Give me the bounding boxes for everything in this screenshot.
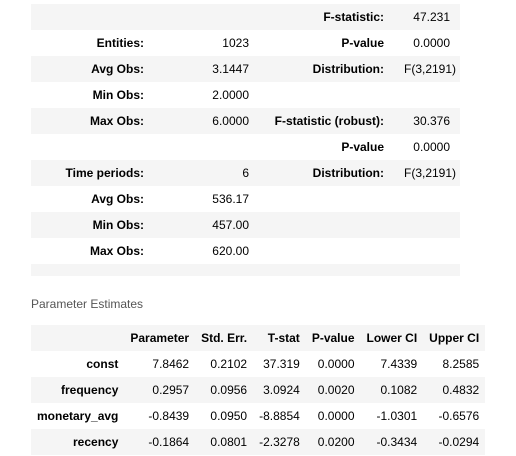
summary-label [259,82,394,108]
summary-row: Entities: 1023 P-value 0.0000 [31,30,460,56]
summary-label: P-value [259,134,394,160]
table-cell: 37.319 [253,351,306,377]
table-cell: 0.2102 [195,351,254,377]
table-cell: 0.0200 [305,429,361,455]
parameter-estimates-table: Parameter Std. Err. T-stat P-value Lower… [31,325,486,455]
summary-label: Max Obs: [31,238,154,264]
summary-label: Avg Obs: [31,56,154,82]
table-row: monetary_avg -0.8439 0.0950 -8.8854 0.00… [31,403,486,429]
summary-row: Time periods: 6 Distribution: F(3,2191) [31,160,460,186]
summary-value [394,186,460,212]
summary-label: F-statistic: [259,4,394,30]
column-header: Lower CI [360,325,424,351]
summary-label: Distribution: [259,56,394,82]
table-cell: -0.0294 [423,429,486,455]
summary-value: 30.376 [394,108,460,134]
table-cell: 0.0950 [195,403,254,429]
summary-row: Avg Obs: 3.1447 Distribution: F(3,2191) [31,56,460,82]
summary-table: F-statistic: 47.231 Entities: 1023 P-val… [31,4,460,276]
table-cell: -8.8854 [253,403,306,429]
table-cell: 0.0000 [305,403,361,429]
summary-value: 1023 [154,30,259,56]
summary-value: F(3,2191) [394,56,460,82]
summary-value [394,264,460,276]
table-cell: -1.0301 [360,403,424,429]
summary-row: Max Obs: 620.00 [31,238,460,264]
summary-value: 2.0000 [154,82,259,108]
column-header: P-value [305,325,361,351]
summary-value [394,238,460,264]
row-header: monetary_avg [31,403,125,429]
table-cell: 0.4832 [423,377,486,403]
table-cell: -0.3434 [360,429,424,455]
summary-row: Min Obs: 2.0000 [31,82,460,108]
summary-label [259,264,394,276]
summary-value: 6.0000 [154,108,259,134]
table-cell: 0.0801 [195,429,254,455]
summary-value [154,134,259,160]
column-header: T-stat [253,325,306,351]
table-cell: 0.2957 [124,377,196,403]
summary-label: Time periods: [31,160,154,186]
row-header: recency [31,429,125,455]
summary-value: F(3,2191) [394,160,460,186]
summary-label: Min Obs: [31,212,154,238]
summary-value: 536.17 [154,186,259,212]
summary-label [31,134,154,160]
table-caption: Parameter Estimates [31,297,144,311]
summary-value: 6 [154,160,259,186]
table-cell: 0.1082 [360,377,424,403]
table-cell: 7.4339 [360,351,424,377]
table-cell: 0.0000 [305,351,361,377]
table-cell: 0.0956 [195,377,254,403]
summary-label [259,212,394,238]
summary-label: Min Obs: [31,82,154,108]
summary-value: 3.1447 [154,56,259,82]
table-cell: -0.6576 [423,403,486,429]
table-header-row: Parameter Std. Err. T-stat P-value Lower… [31,325,486,351]
summary-row: Max Obs: 6.0000 F-statistic (robust): 30… [31,108,460,134]
summary-label: Avg Obs: [31,186,154,212]
table-cell: 3.0924 [253,377,306,403]
summary-value: 0.0000 [394,30,460,56]
row-header: const [31,351,125,377]
summary-label [259,238,394,264]
summary-label: Entities: [31,30,154,56]
column-header [31,325,125,351]
column-header: Upper CI [423,325,486,351]
summary-label: P-value [259,30,394,56]
summary-value [394,82,460,108]
summary-row: Min Obs: 457.00 [31,212,460,238]
table-cell: 8.2585 [423,351,486,377]
summary-label [259,186,394,212]
summary-row: P-value 0.0000 [31,134,460,160]
summary-value: 457.00 [154,212,259,238]
summary-label: Max Obs: [31,108,154,134]
summary-row: F-statistic: 47.231 [31,4,460,30]
summary-row: Avg Obs: 536.17 [31,186,460,212]
table-row: frequency 0.2957 0.0956 3.0924 0.0020 0.… [31,377,486,403]
summary-row [31,264,460,276]
summary-label [31,4,154,30]
summary-value: 0.0000 [394,134,460,160]
row-header: frequency [31,377,125,403]
table-cell: 0.0020 [305,377,361,403]
summary-value [394,212,460,238]
summary-label [31,264,154,276]
table-cell: -0.1864 [124,429,196,455]
column-header: Parameter [124,325,196,351]
table-row: const 7.8462 0.2102 37.319 0.0000 7.4339… [31,351,486,377]
table-cell: -0.8439 [124,403,196,429]
table-row: recency -0.1864 0.0801 -2.3278 0.0200 -0… [31,429,486,455]
summary-value: 47.231 [394,4,460,30]
summary-value: 620.00 [154,238,259,264]
summary-value [154,264,259,276]
summary-label: Distribution: [259,160,394,186]
summary-label: F-statistic (robust): [259,108,394,134]
table-cell: 7.8462 [124,351,196,377]
summary-value [154,4,259,30]
column-header: Std. Err. [195,325,254,351]
table-cell: -2.3278 [253,429,306,455]
